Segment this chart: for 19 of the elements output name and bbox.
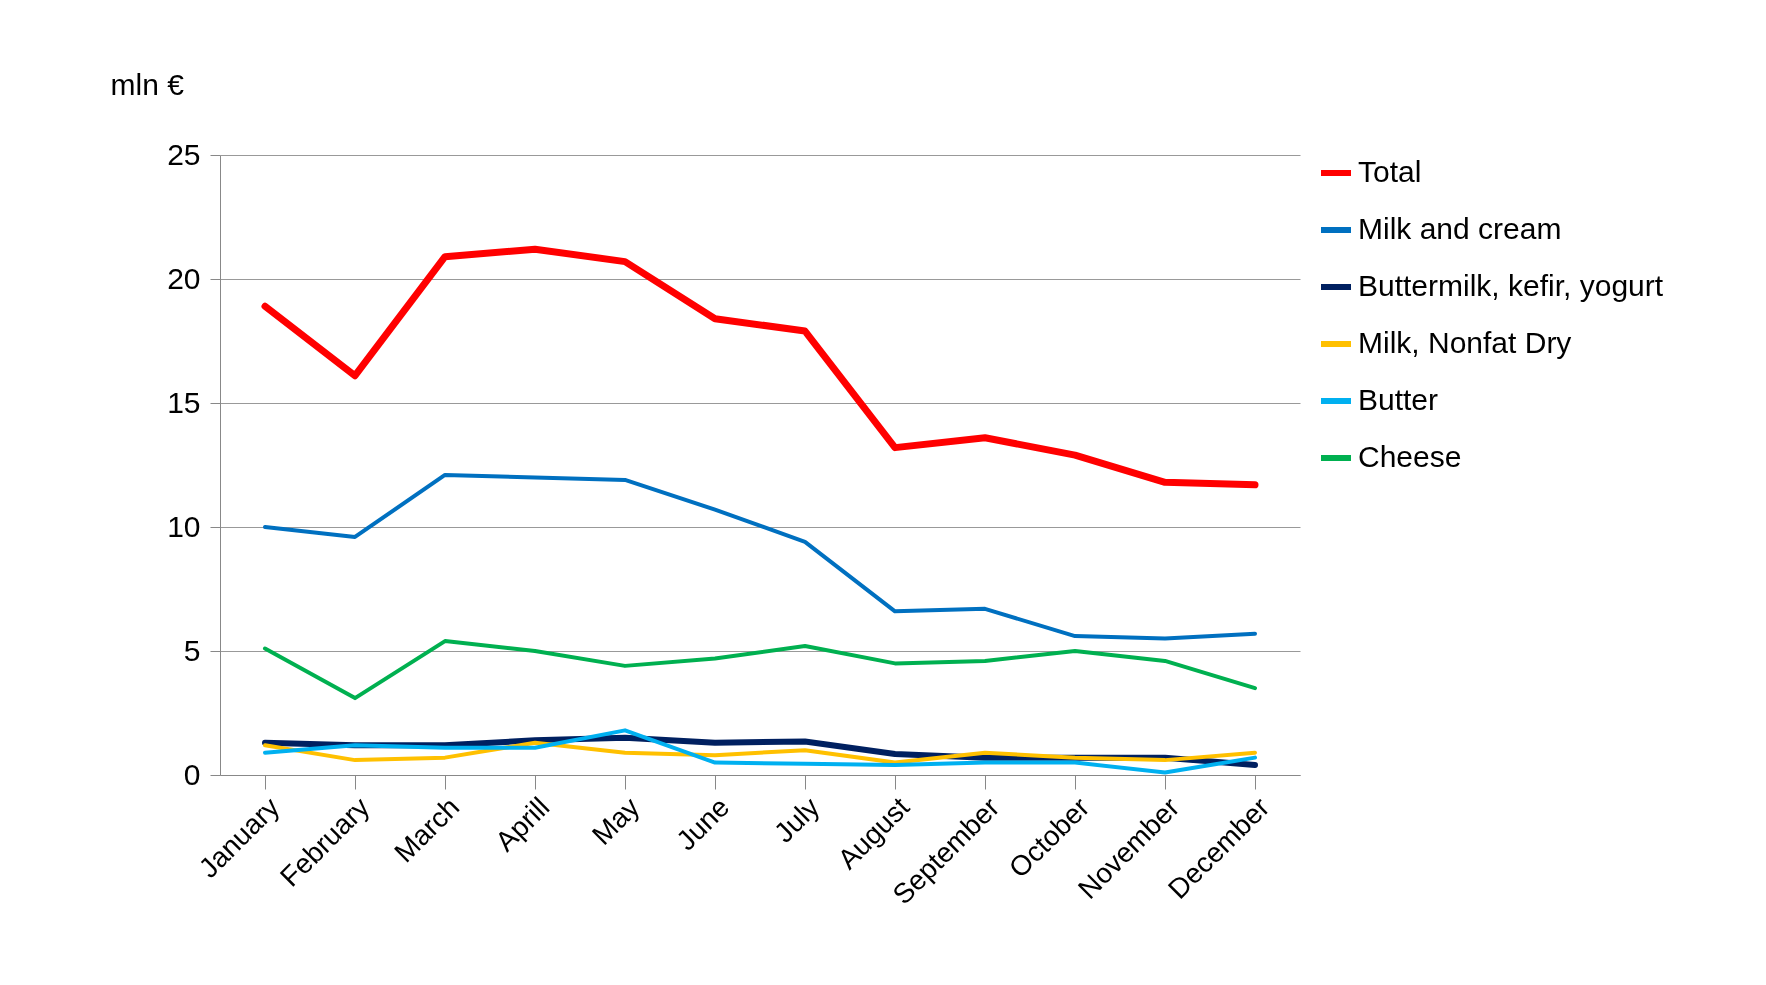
x-tick-label: July bbox=[768, 791, 826, 849]
y-tick-label: 10 bbox=[167, 509, 201, 543]
y-tick-label: 20 bbox=[167, 261, 201, 295]
y-tick-label: 15 bbox=[167, 385, 201, 419]
y-axis-title: mln € bbox=[110, 67, 185, 101]
x-tick-label: May bbox=[585, 791, 646, 851]
legend-label: Total bbox=[1358, 155, 1422, 188]
y-tick-label: 5 bbox=[183, 633, 201, 667]
y-tick-label: 0 bbox=[183, 757, 201, 791]
line-series bbox=[263, 639, 1257, 701]
legend-label: Milk and cream bbox=[1358, 212, 1562, 245]
legend-label: Milk, Nonfat Dry bbox=[1358, 326, 1572, 359]
line-series bbox=[263, 728, 1257, 775]
line-series bbox=[263, 740, 1257, 765]
legend-label: Buttermilk, kefir, yogurt bbox=[1358, 269, 1664, 302]
y-tick-label: 25 bbox=[167, 137, 201, 171]
legend-label: Butter bbox=[1358, 383, 1439, 416]
legend-label: Cheese bbox=[1358, 440, 1462, 473]
line-series bbox=[263, 472, 1257, 641]
